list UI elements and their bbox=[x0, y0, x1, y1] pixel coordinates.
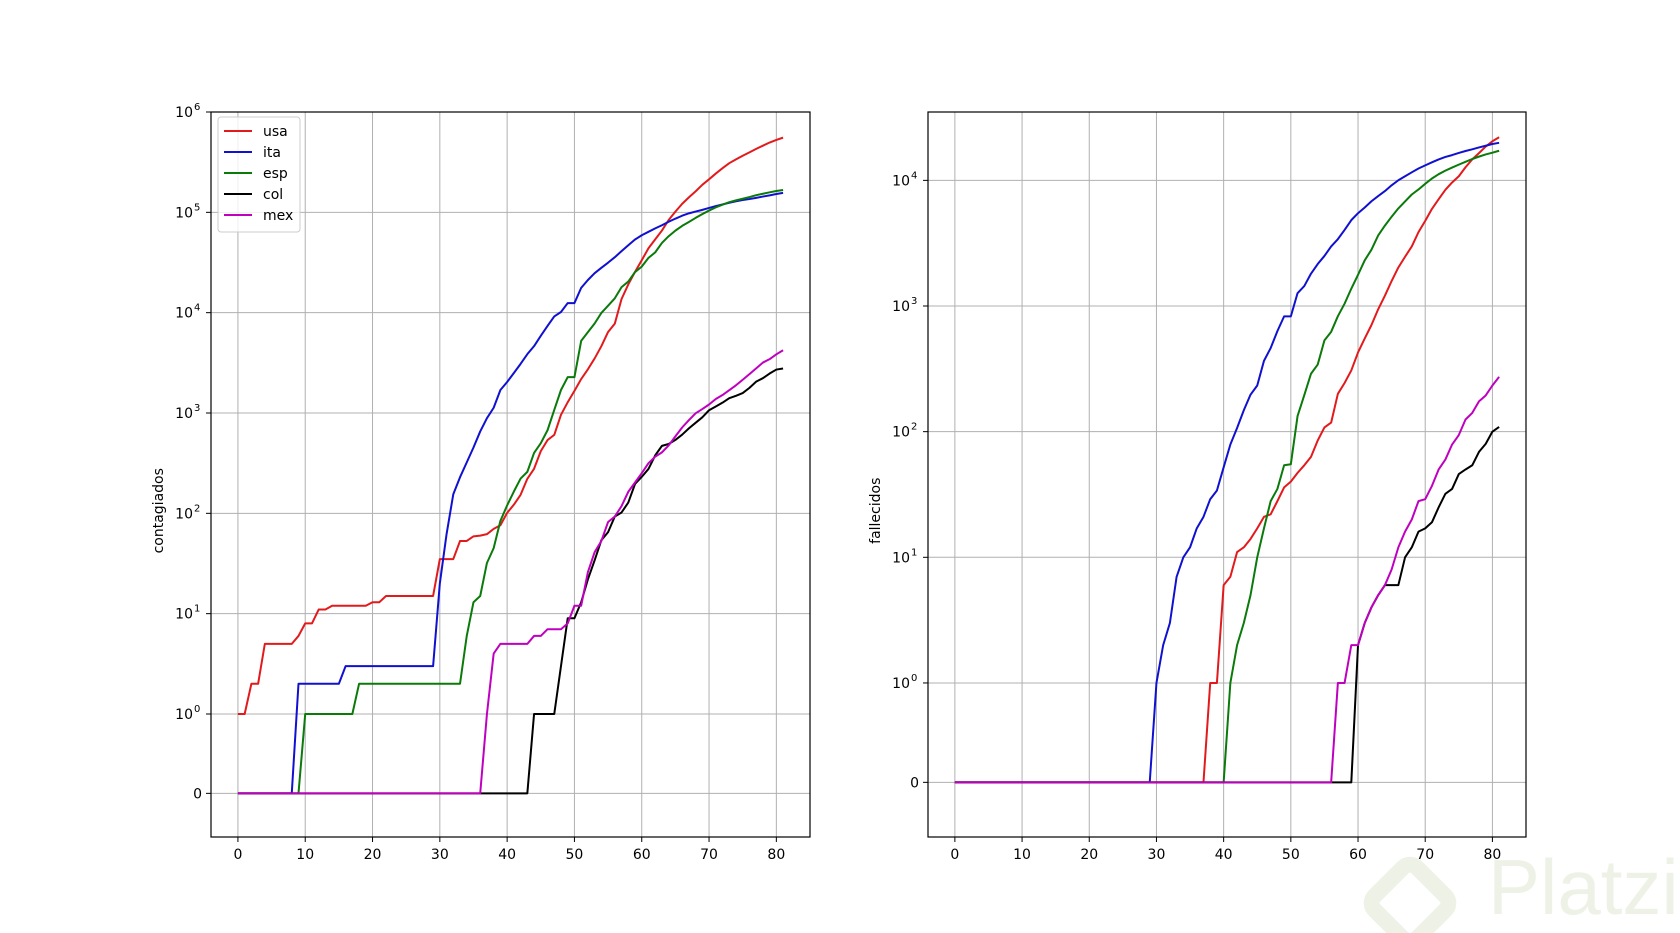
series-line-esp bbox=[237, 189, 784, 795]
legend-item-usa: usa bbox=[224, 124, 288, 140]
y-tick-label-exponent: 3 bbox=[911, 296, 917, 307]
y-tick-label-exponent: 1 bbox=[911, 547, 917, 558]
legend: usa ita esp col mex bbox=[217, 116, 301, 233]
y-tick-label-exponent: 5 bbox=[194, 202, 200, 213]
y-tick-label: 10 3 bbox=[175, 403, 200, 422]
y-tick-label-base: 10 bbox=[892, 173, 910, 189]
y-tick-label-exponent: 0 bbox=[911, 673, 917, 684]
watermark-text: Platzi bbox=[1488, 843, 1679, 931]
x-tick-label: 80 bbox=[767, 847, 785, 863]
series-line-ita bbox=[954, 141, 1500, 784]
y-tick-label: 10 2 bbox=[892, 422, 917, 441]
axes-frame bbox=[210, 111, 811, 838]
x-tick-label: 40 bbox=[498, 847, 516, 863]
x-axis: 0 10 20 30 40 50 60 70 80 bbox=[233, 837, 785, 863]
series-line-usa bbox=[954, 136, 1500, 784]
x-tick-label: 70 bbox=[700, 847, 718, 863]
x-tick-label: 50 bbox=[566, 847, 584, 863]
x-tick-label: 60 bbox=[1349, 847, 1367, 863]
series-lines bbox=[237, 136, 784, 795]
x-tick-label: 40 bbox=[1215, 847, 1233, 863]
series-line-esp bbox=[954, 149, 1500, 784]
x-tick-label: 20 bbox=[1080, 847, 1098, 863]
y-tick-label-exponent: 2 bbox=[911, 422, 917, 433]
legend-item-mex: mex bbox=[224, 208, 293, 224]
x-tick-label: 30 bbox=[1148, 847, 1166, 863]
legend-item-col: col bbox=[224, 187, 283, 203]
y-tick-label-exponent: 1 bbox=[194, 604, 200, 615]
x-tick-label: 0 bbox=[233, 847, 242, 863]
y-tick-label: 10 1 bbox=[175, 604, 200, 623]
x-tick-label: 80 bbox=[1483, 847, 1501, 863]
x-tick-label: 50 bbox=[1282, 847, 1300, 863]
legend-label: mex bbox=[263, 208, 293, 224]
y-tick-label-exponent: 4 bbox=[911, 170, 917, 181]
y-tick-label-base: 10 bbox=[892, 676, 910, 692]
y-tick-label-base: 10 bbox=[175, 707, 193, 723]
y-tick-label-exponent: 0 bbox=[194, 704, 200, 715]
y-tick-label-base: 10 bbox=[175, 607, 193, 623]
platzi-logo-icon bbox=[1363, 856, 1457, 933]
y-axis-label: fallecidos bbox=[868, 478, 884, 544]
y-tick-label: 10 1 bbox=[892, 547, 917, 566]
y-tick-label-base: 10 bbox=[892, 425, 910, 441]
y-tick-label: 10 5 bbox=[175, 202, 200, 221]
y-tick-label-base: 10 bbox=[175, 306, 193, 322]
x-tick-label: 30 bbox=[431, 847, 449, 863]
y-tick-label: 0 bbox=[910, 775, 919, 791]
x-tick-label: 10 bbox=[296, 847, 314, 863]
y-tick-label: 10 4 bbox=[175, 303, 200, 322]
series-line-mex bbox=[954, 376, 1500, 784]
y-tick-label: 10 4 bbox=[892, 170, 917, 189]
y-tick-label: 10 2 bbox=[175, 503, 200, 522]
x-axis: 0 10 20 30 40 50 60 70 80 bbox=[950, 837, 1501, 863]
y-axis-label: contagiados bbox=[151, 468, 167, 553]
legend-label: usa bbox=[263, 124, 288, 140]
legend-label: col bbox=[263, 187, 283, 203]
x-tick-label: 60 bbox=[633, 847, 651, 863]
y-tick-label-text: 0 bbox=[193, 786, 202, 802]
platzi-watermark: Platzi bbox=[1363, 843, 1679, 933]
y-tick-label-base: 10 bbox=[175, 105, 193, 121]
legend-item-esp: esp bbox=[224, 166, 288, 182]
legend-box bbox=[217, 116, 301, 233]
series-lines bbox=[954, 136, 1500, 784]
y-tick-label-base: 10 bbox=[892, 550, 910, 566]
series-line-ita bbox=[237, 191, 784, 795]
legend-item-ita: ita bbox=[224, 145, 281, 161]
x-tick-label: 70 bbox=[1416, 847, 1434, 863]
y-tick-label: 10 0 bbox=[892, 673, 917, 692]
y-tick-label: 10 6 bbox=[175, 102, 200, 121]
y-tick-label: 10 3 bbox=[892, 296, 917, 315]
x-tick-label: 20 bbox=[364, 847, 382, 863]
legend-label: ita bbox=[263, 145, 281, 161]
legend-label: esp bbox=[263, 166, 288, 182]
y-tick-label: 10 0 bbox=[175, 704, 200, 723]
y-tick-label-exponent: 3 bbox=[194, 403, 200, 414]
y-tick-label-base: 10 bbox=[892, 299, 910, 315]
y-tick-label-exponent: 4 bbox=[194, 303, 200, 314]
y-tick-label-base: 10 bbox=[175, 406, 193, 422]
y-tick-label-text: 0 bbox=[910, 775, 919, 791]
y-tick-label-base: 10 bbox=[175, 205, 193, 221]
series-line-usa bbox=[237, 136, 784, 715]
series-line-mex bbox=[237, 349, 784, 795]
axes-frame bbox=[927, 111, 1527, 838]
y-tick-label-exponent: 6 bbox=[194, 102, 200, 113]
y-tick-label-base: 10 bbox=[175, 506, 193, 522]
y-tick-label: 0 bbox=[193, 786, 202, 802]
x-tick-label: 10 bbox=[1013, 847, 1031, 863]
x-tick-label: 0 bbox=[950, 847, 959, 863]
y-tick-label-exponent: 2 bbox=[194, 503, 200, 514]
